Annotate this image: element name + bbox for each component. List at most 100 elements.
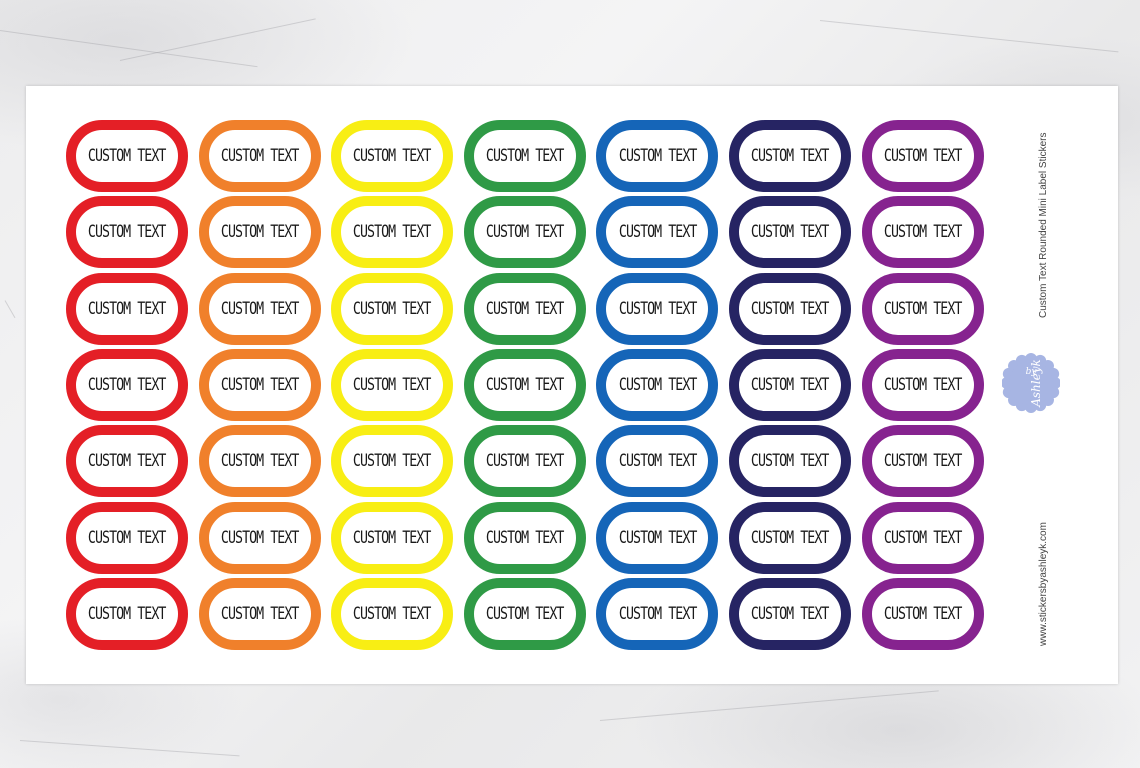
sticker-label: CUSTOM TEXT <box>88 146 166 166</box>
sticker-label: CUSTOM TEXT <box>618 298 697 319</box>
sticker-label: CUSTOM TEXT <box>220 374 299 395</box>
sticker: CUSTOM TEXT <box>331 120 454 192</box>
sticker-label: CUSTOM TEXT <box>353 527 431 548</box>
sticker: CUSTOM TEXT <box>596 272 719 345</box>
marble-vein <box>119 18 316 61</box>
sticker-label: CUSTOM TEXT <box>220 451 299 472</box>
sticker-label: CUSTOM TEXT <box>618 222 697 243</box>
sticker-label: CUSTOM TEXT <box>353 298 431 319</box>
sticker-label: CUSTOM TEXT <box>486 603 564 624</box>
sticker-grid: CUSTOM TEXT CUSTOM TEXT CUSTOM TEXT CUSTOM … <box>66 120 984 650</box>
sticker: CUSTOM TEXT <box>861 272 984 345</box>
sticker-label: CUSTOM TEXT <box>88 603 166 624</box>
sticker-label: CUSTOM TEXT <box>486 222 564 243</box>
sticker-label: CUSTOM TEXT <box>618 451 697 472</box>
sticker-label: CUSTOM TEXT <box>883 222 962 243</box>
sticker-label: CUSTOM TEXT <box>618 146 697 166</box>
sticker-label: CUSTOM TEXT <box>353 222 431 243</box>
sticker: CUSTOM TEXT <box>463 196 586 269</box>
sticker: CUSTOM TEXT <box>66 348 188 421</box>
marble-vein <box>819 20 1119 53</box>
sticker: CUSTOM TEXT <box>596 425 719 498</box>
marble-vein <box>4 300 16 319</box>
sticker: CUSTOM TEXT <box>66 577 188 650</box>
sticker: CUSTOM TEXT <box>463 577 586 650</box>
website-url: www.stickersbyashleyk.com <box>1038 522 1049 646</box>
sticker-label: CUSTOM TEXT <box>88 222 166 243</box>
sticker-label: CUSTOM TEXT <box>88 298 166 319</box>
sticker-label: CUSTOM TEXT <box>353 374 431 395</box>
sticker: CUSTOM TEXT <box>596 577 719 650</box>
sticker: CUSTOM TEXT <box>463 120 586 192</box>
sticker: CUSTOM TEXT <box>198 348 321 421</box>
sticker-label: CUSTOM TEXT <box>220 146 299 166</box>
marble-vein <box>19 740 240 757</box>
sticker: CUSTOM TEXT <box>66 120 188 192</box>
sticker-label: CUSTOM TEXT <box>486 527 564 548</box>
sticker: CUSTOM TEXT <box>596 348 719 421</box>
sticker: CUSTOM TEXT <box>331 348 454 421</box>
sticker: CUSTOM TEXT <box>66 501 188 574</box>
logo-text-name: Ashleyk <box>1029 359 1043 408</box>
sticker-label: CUSTOM TEXT <box>618 527 697 548</box>
sticker-label: CUSTOM TEXT <box>618 374 697 395</box>
sticker-label: CUSTOM TEXT <box>751 298 829 319</box>
scalloped-badge-logo-icon: by Ashleyk <box>1002 353 1060 413</box>
sticker: CUSTOM TEXT <box>729 120 851 192</box>
sticker: CUSTOM TEXT <box>463 348 586 421</box>
sticker: CUSTOM TEXT <box>596 196 719 269</box>
sticker-label: CUSTOM TEXT <box>883 451 962 472</box>
sticker: CUSTOM TEXT <box>463 501 586 574</box>
sticker-label: CUSTOM TEXT <box>486 146 564 166</box>
sticker-label: CUSTOM TEXT <box>883 527 962 548</box>
sticker-label: CUSTOM TEXT <box>353 451 431 472</box>
logo-text-by: by <box>1026 367 1038 377</box>
sticker: CUSTOM TEXT <box>463 425 586 498</box>
sticker-label: CUSTOM TEXT <box>883 298 962 319</box>
sticker: CUSTOM TEXT <box>596 120 719 192</box>
sheet-title: Custom Text Rounded Mini Label Stickers <box>1038 132 1049 318</box>
sticker: CUSTOM TEXT <box>331 196 454 269</box>
sticker: CUSTOM TEXT <box>861 348 984 421</box>
sticker: CUSTOM TEXT <box>331 425 454 498</box>
sticker: CUSTOM TEXT <box>66 196 188 269</box>
sticker: CUSTOM TEXT <box>729 501 851 574</box>
sticker-label: CUSTOM TEXT <box>220 298 299 319</box>
sticker-label: CUSTOM TEXT <box>486 451 564 472</box>
sticker: CUSTOM TEXT <box>66 425 188 498</box>
sticker: CUSTOM TEXT <box>66 272 188 345</box>
sticker-label: CUSTOM TEXT <box>88 527 166 548</box>
sticker-label: CUSTOM TEXT <box>486 374 564 395</box>
sticker: CUSTOM TEXT <box>861 120 984 192</box>
sticker-sheet: CUSTOM TEXT CUSTOM TEXT CUSTOM TEXT CUSTOM … <box>26 86 1118 684</box>
sticker: CUSTOM TEXT <box>331 577 454 650</box>
sticker: CUSTOM TEXT <box>331 501 454 574</box>
sticker: CUSTOM TEXT <box>198 196 321 269</box>
sticker: CUSTOM TEXT <box>198 577 321 650</box>
sticker-label: CUSTOM TEXT <box>486 298 564 319</box>
sticker-label: CUSTOM TEXT <box>883 603 962 624</box>
sticker: CUSTOM TEXT <box>198 272 321 345</box>
sticker: CUSTOM TEXT <box>331 272 454 345</box>
sticker-label: CUSTOM TEXT <box>220 222 299 243</box>
sticker-label: CUSTOM TEXT <box>883 146 962 166</box>
sticker-label: CUSTOM TEXT <box>751 451 829 472</box>
sticker-label: CUSTOM TEXT <box>88 374 166 395</box>
sticker-label: CUSTOM TEXT <box>751 374 829 395</box>
sticker-label: CUSTOM TEXT <box>751 222 829 243</box>
sticker: CUSTOM TEXT <box>596 501 719 574</box>
sticker: CUSTOM TEXT <box>729 272 851 345</box>
sticker-label: CUSTOM TEXT <box>883 374 962 395</box>
sticker-label: CUSTOM TEXT <box>618 603 697 624</box>
sticker-label: CUSTOM TEXT <box>353 146 431 166</box>
sticker: CUSTOM TEXT <box>861 425 984 498</box>
sticker-label: CUSTOM TEXT <box>751 527 829 548</box>
sticker: CUSTOM TEXT <box>198 501 321 574</box>
sticker: CUSTOM TEXT <box>198 425 321 498</box>
sticker: CUSTOM TEXT <box>861 196 984 269</box>
sticker: CUSTOM TEXT <box>729 577 851 650</box>
sticker-label: CUSTOM TEXT <box>220 527 299 548</box>
sticker: CUSTOM TEXT <box>861 577 984 650</box>
sticker: CUSTOM TEXT <box>198 120 321 192</box>
sticker: CUSTOM TEXT <box>463 272 586 345</box>
